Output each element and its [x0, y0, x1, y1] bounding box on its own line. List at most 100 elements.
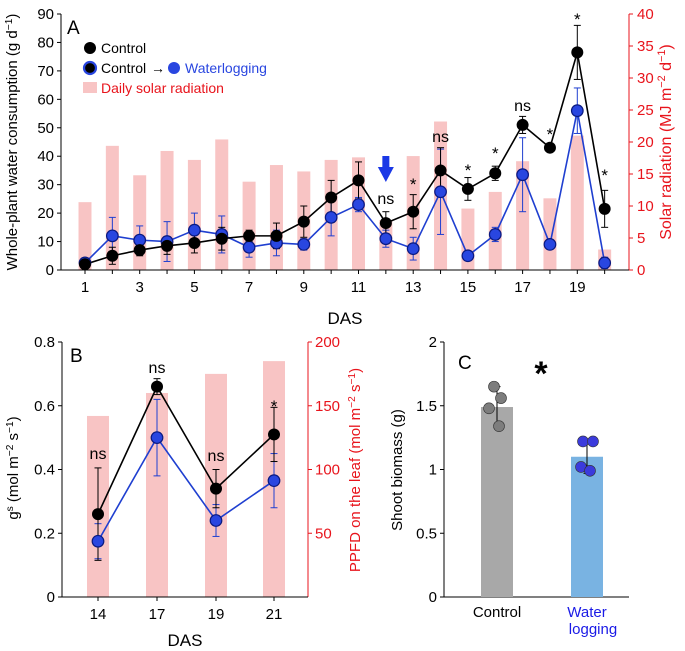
y-tick-label: 1 — [429, 462, 437, 479]
waterlogging-point — [105, 229, 119, 243]
y2-axis-label: Solar radiation (MJ m−2 d−1) — [656, 44, 675, 240]
waterlogging-point — [598, 256, 612, 270]
control-point — [352, 174, 365, 187]
biomass-bar — [571, 456, 603, 597]
waterlogging-point — [434, 185, 447, 199]
control-point — [543, 141, 556, 154]
waterlogging-point — [209, 514, 223, 527]
x-tick-label: 19 — [569, 279, 586, 296]
waterlogging-point — [242, 240, 256, 254]
y-axis-label-part: Shoot biomass (g) — [389, 409, 406, 531]
x-tick-label: 5 — [190, 279, 198, 296]
biomass-bar — [481, 407, 513, 597]
control-point — [598, 202, 611, 215]
waterlogging-point — [516, 168, 529, 182]
y2-axis-label-part: ) — [658, 44, 675, 49]
waterlogging-point — [461, 249, 475, 263]
y-tick-label: 2 — [429, 334, 437, 351]
y2-tick-label: 40 — [637, 6, 654, 23]
y-tick-label: 60 — [37, 91, 54, 108]
y-axis-label-sup: −1 — [5, 421, 16, 433]
solar-radiation-bar — [78, 202, 92, 270]
legend-control-label: Control — [101, 40, 146, 56]
y2-tick-label: 5 — [637, 230, 645, 247]
y2-axis-label-sup: −1 — [347, 373, 358, 385]
x-tick-label: 15 — [460, 279, 477, 296]
x-tick-label: 9 — [300, 279, 308, 296]
y-tick-label: 20 — [37, 205, 54, 222]
series-line-control — [97, 384, 275, 515]
x-category-label: Water — [567, 604, 606, 621]
biomass-point — [587, 435, 599, 448]
significance-label: * — [601, 166, 608, 185]
x-category-label: Control — [473, 604, 521, 621]
control-point — [151, 380, 163, 393]
solar-radiation-bar — [570, 135, 584, 270]
y-axis-label: Whole-plant water consumption (g d−1) — [4, 14, 22, 271]
waterlogging-start-arrow-head — [377, 167, 394, 182]
y2-tick-label: 100 — [315, 462, 340, 479]
y-tick-label: 80 — [37, 34, 54, 51]
panel-c: 0 0.5 1 1.5 2 Shoot biomass (g) C Control Waterl… — [389, 334, 629, 638]
y2-tick-label: 35 — [637, 38, 654, 55]
y-tick-label: 0.2 — [34, 525, 55, 542]
panel-label: B — [70, 346, 83, 367]
y-tick-label: 0 — [429, 589, 437, 606]
y-tick-label: 0 — [47, 589, 55, 606]
control-point — [268, 428, 280, 441]
significance-label: * — [547, 125, 554, 144]
control-point — [133, 244, 146, 257]
y2-axis-label-part: d — [658, 62, 675, 75]
biomass-point — [483, 402, 495, 415]
y-tick-label: 0.4 — [34, 462, 55, 479]
biomass-point — [577, 435, 589, 448]
y2-axis-label-part: ) — [347, 368, 364, 373]
biomass-point — [493, 420, 505, 432]
x-axis-label: DAS — [328, 309, 363, 328]
y2-tick-label: 25 — [637, 102, 654, 119]
y2-tick-label: 200 — [315, 334, 340, 351]
y-tick-label: 30 — [37, 177, 54, 194]
y-tick-label: 50 — [37, 120, 54, 137]
legend-control-marker — [84, 42, 96, 54]
x-tick-label: 14 — [90, 606, 107, 623]
significance-label: * — [534, 355, 548, 393]
waterlogging-point — [570, 104, 584, 118]
significance-label: ns — [377, 191, 394, 208]
y-tick-label: 10 — [37, 234, 54, 251]
y-axis-label-part: ) — [4, 14, 21, 19]
x-tick-label: 13 — [405, 279, 422, 296]
y-tick-label: 40 — [37, 148, 54, 165]
x-category-label: logging — [569, 621, 617, 638]
legend-arrow-label: → — [151, 60, 165, 76]
biomass-point — [584, 464, 596, 477]
x-tick-label: 19 — [208, 606, 225, 623]
x-tick-label: 1 — [81, 279, 89, 296]
waterlogging-point — [324, 210, 338, 224]
y-tick-label: 0 — [46, 262, 54, 279]
y2-axis-label-sup: −2 — [656, 75, 668, 87]
x-tick-label: 21 — [266, 606, 283, 623]
y2-tick-label: 0 — [637, 262, 645, 279]
y-axis-label-sup: s — [5, 506, 16, 511]
y-axis-label-part: ) — [5, 416, 22, 421]
y2-axis-label-sup: −2 — [347, 396, 358, 408]
solar-radiation-bar — [516, 161, 530, 270]
x-tick-label: 11 — [351, 279, 367, 296]
significance-label: * — [271, 397, 278, 416]
x-tick-label: 17 — [514, 279, 531, 296]
y-axis-label-sup: −1 — [4, 18, 15, 30]
legend-control-pre-label: Control — [101, 60, 146, 76]
y2-tick-label: 20 — [637, 134, 654, 151]
waterlogging-point — [379, 232, 393, 246]
legend-control-pre-marker — [82, 60, 98, 76]
control-point — [516, 118, 529, 131]
x-tick-label: 3 — [136, 279, 144, 296]
legend-waterlogging-label: Waterlogging — [185, 60, 267, 76]
control-point — [79, 258, 91, 271]
y-axis-label-sup: −2 — [5, 444, 16, 456]
y-axis-label: gs (mol m−2 s−1) — [5, 416, 23, 519]
control-point — [461, 182, 474, 195]
